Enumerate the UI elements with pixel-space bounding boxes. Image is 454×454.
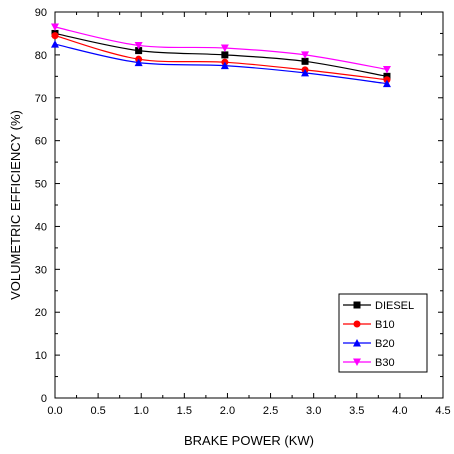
legend: DIESEL B10 B20 B30	[338, 293, 428, 373]
x-tick-label: 1.0	[134, 405, 149, 417]
axis-ticks: 0.0 0.5 1.0 1.5 2.0 2.5 3.0 3.5 4.0 4.5 0 10 20 30 40 5…	[35, 7, 451, 417]
x-tick-label: 3.0	[306, 405, 321, 417]
legend-label-b20: B20	[375, 338, 395, 350]
legend-item-b20: B20	[343, 338, 395, 350]
data-point-diesel	[221, 51, 229, 59]
data-point-b30	[220, 44, 229, 53]
legend-label-b10: B10	[375, 319, 395, 331]
legend-item-diesel: DIESEL	[343, 300, 414, 312]
y-tick-label: 50	[35, 179, 47, 191]
data-point-b20	[51, 40, 59, 48]
series-b20	[51, 40, 391, 88]
data-point-b30	[382, 65, 391, 74]
legend-label-b30: B30	[375, 357, 395, 369]
y-axis-title: VOLUMETRIC EFFICIENCY (%)	[8, 110, 23, 300]
y-tick-label: 90	[35, 7, 47, 19]
x-axis-title: BRAKE POWER (KW)	[184, 433, 314, 448]
data-point-diesel	[135, 47, 143, 55]
x-tick-label: 3.5	[349, 405, 364, 417]
series-line-diesel	[54, 32, 388, 77]
series-line-b30	[54, 26, 388, 71]
data-point-b10	[51, 32, 59, 40]
x-tick-label: 0.0	[47, 405, 62, 417]
legend-item-b10: B10	[343, 319, 395, 331]
y-tick-label: 60	[35, 136, 47, 148]
y-tick-label: 20	[35, 307, 47, 319]
x-tick-label: 0.5	[90, 405, 105, 417]
y-tick-label: 70	[35, 93, 47, 105]
y-tick-label: 0	[41, 393, 47, 405]
data-point-b20	[301, 68, 310, 77]
data-point-b30	[51, 23, 59, 32]
series-line-b20	[54, 43, 388, 85]
legend-label-diesel: DIESEL	[375, 300, 414, 312]
x-tick-label: 4.5	[435, 405, 450, 417]
data-point-diesel	[301, 57, 309, 65]
legend-marker-b30	[353, 358, 361, 366]
y-tick-label: 10	[35, 350, 47, 362]
series-diesel	[51, 29, 391, 80]
legend-item-b30: B30	[343, 357, 395, 369]
y-tick-label: 80	[35, 50, 47, 62]
data-point-b20	[382, 79, 391, 88]
data-point-b20	[220, 61, 229, 70]
series-b30	[51, 23, 391, 74]
legend-marker-b10	[353, 320, 361, 328]
x-tick-label: 4.0	[392, 405, 407, 417]
x-tick-label: 2.0	[220, 405, 235, 417]
x-tick-label: 2.5	[263, 405, 278, 417]
series-layer	[51, 23, 391, 88]
series-b10	[51, 32, 391, 84]
data-point-b30	[134, 41, 143, 50]
data-point-b30	[301, 51, 310, 59]
legend-marker-b20	[353, 339, 361, 347]
y-tick-label: 40	[35, 221, 47, 233]
series-line-b10	[54, 35, 388, 81]
data-point-b20	[134, 58, 143, 67]
y-tick-label: 30	[35, 264, 47, 276]
x-tick-label: 1.5	[177, 405, 192, 417]
legend-marker-diesel	[353, 301, 361, 309]
